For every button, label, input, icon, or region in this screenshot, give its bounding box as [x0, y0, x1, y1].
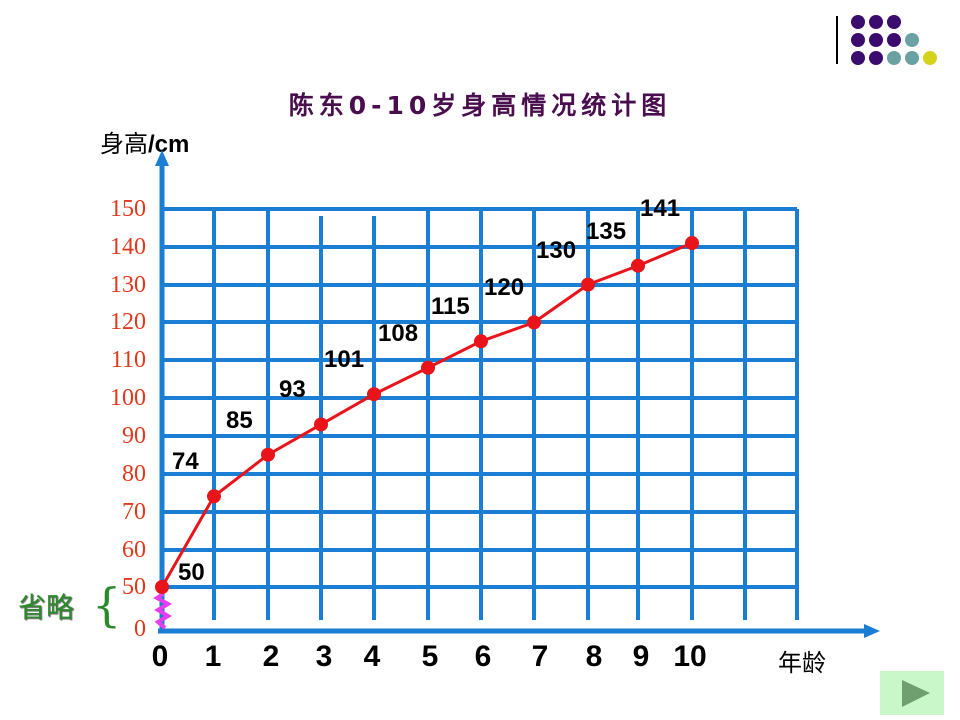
point-value-label: 130 [536, 236, 577, 264]
header-divider [836, 16, 838, 64]
x-axis-label: 年龄 [778, 649, 826, 677]
play-triangle-icon [902, 680, 930, 707]
data-point [581, 277, 595, 292]
logo-dots-icon [851, 15, 937, 65]
height-series-line [155, 236, 699, 594]
point-value-label: 108 [378, 319, 419, 347]
y-tick-label: 60 [122, 537, 146, 563]
data-point [261, 447, 275, 462]
x-tick-label: 3 [315, 640, 333, 673]
x-tick-label: 0 [151, 640, 169, 673]
data-point [207, 489, 221, 504]
x-tick-label: 10 [673, 640, 707, 673]
omit-brace-icon: { [92, 578, 122, 632]
data-point [527, 315, 541, 330]
axis-break-zigzag-icon [153, 592, 173, 630]
x-tick-label: 5 [421, 640, 439, 673]
y-tick-label: 150 [110, 196, 146, 222]
y-axis-label-text: 身高 [100, 130, 148, 158]
x-tick-label: 9 [632, 640, 650, 673]
y-tick-label: 70 [122, 499, 146, 525]
y-axis-label: 身高/cm [100, 124, 189, 159]
data-point [474, 334, 488, 349]
data-point [367, 387, 381, 402]
point-value-label: 120 [484, 274, 525, 302]
omit-label: 省略 [18, 591, 75, 624]
x-tick-label: 8 [585, 640, 603, 673]
y-tick-label: 80 [122, 461, 146, 487]
x-tick-label: 1 [204, 640, 222, 673]
data-point [631, 258, 645, 273]
point-value-label: 50 [178, 559, 205, 586]
x-tick-label: 7 [531, 640, 549, 673]
x-tick-label: 6 [474, 640, 492, 673]
data-point [314, 417, 328, 432]
chart-grid [162, 207, 799, 620]
y-tick-label: 110 [110, 347, 146, 373]
data-point [421, 360, 435, 375]
point-value-label: 74 [172, 448, 199, 476]
y-tick-label: 90 [122, 423, 146, 449]
x-tick-label: 4 [363, 640, 381, 673]
y-tick-label: 100 [110, 385, 146, 411]
point-value-label: 101 [324, 346, 365, 374]
point-value-label: 135 [586, 217, 627, 245]
y-axis-unit: /cm [148, 131, 190, 158]
y-tick-label: 0 [134, 616, 146, 642]
point-value-label: 85 [226, 406, 253, 434]
point-value-label: 141 [640, 195, 681, 223]
point-value-label: 93 [279, 376, 306, 404]
y-tick-label: 140 [110, 234, 146, 260]
x-axis-arrow-icon [864, 624, 880, 638]
y-tick-label: 130 [110, 272, 146, 298]
next-slide-button[interactable] [880, 671, 944, 715]
y-tick-label: 50 [122, 574, 146, 600]
point-value-label: 115 [431, 293, 470, 321]
data-point [685, 236, 699, 251]
data-point [155, 580, 169, 594]
chart-title: 陈东0-10岁身高情况统计图 [288, 91, 672, 120]
x-tick-label: 2 [262, 640, 280, 673]
y-tick-label: 120 [110, 309, 146, 335]
y-axis-arrow-icon [155, 150, 169, 166]
